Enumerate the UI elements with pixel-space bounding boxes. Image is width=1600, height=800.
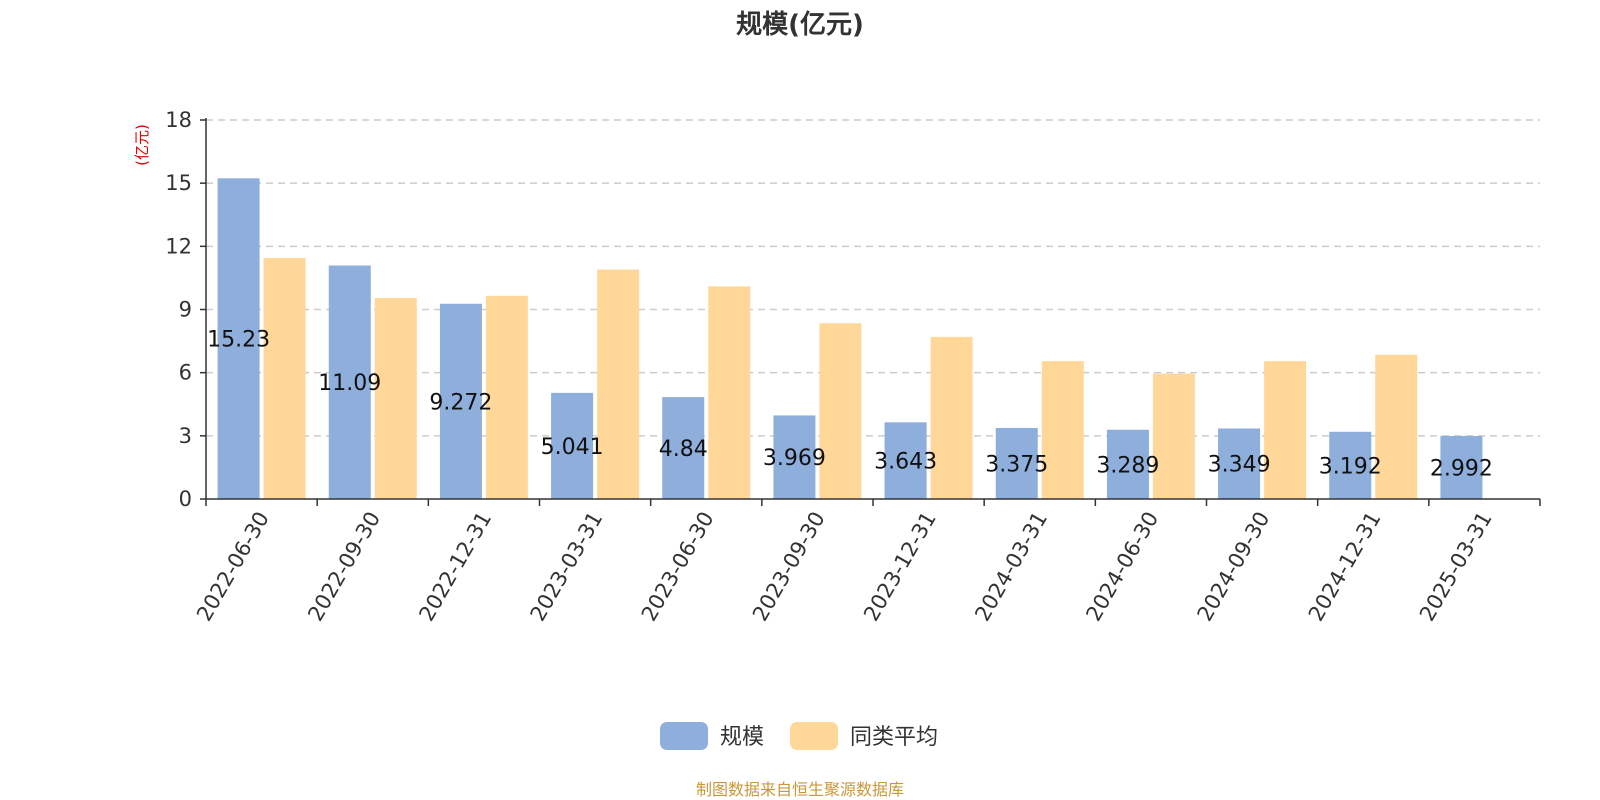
bar-peer-average xyxy=(1264,361,1307,499)
bar-scale xyxy=(662,397,705,499)
bar-peer-average xyxy=(263,257,306,499)
data-label: 2.992 xyxy=(1430,457,1493,482)
bar-peer-average xyxy=(1041,361,1084,499)
x-tick-label: 2023-09-30 xyxy=(748,508,830,626)
x-tick-label: 2024-06-30 xyxy=(1081,508,1163,626)
data-label: 3.349 xyxy=(1208,453,1271,478)
data-label: 4.84 xyxy=(659,437,708,462)
data-label: 3.289 xyxy=(1096,453,1159,478)
source-note: 制图数据来自恒生聚源数据库 xyxy=(696,780,904,799)
x-tick-label: 2022-12-31 xyxy=(414,508,496,626)
bar-scale xyxy=(439,303,482,499)
y-tick-label: 9 xyxy=(179,298,192,322)
y-tick-label: 3 xyxy=(179,424,192,448)
legend-swatch xyxy=(790,722,838,750)
bar-peer-average xyxy=(1152,373,1195,499)
bar-peer-average xyxy=(597,269,640,499)
legend-swatch xyxy=(660,722,708,750)
data-label: 3.192 xyxy=(1319,454,1382,479)
data-labels: 15.23 11.09 9.272 5.041 4.84 3.969 3.643 3.375 3… xyxy=(207,328,1493,482)
x-tick-label: 2024-12-31 xyxy=(1304,508,1386,626)
data-label: 3.643 xyxy=(874,450,937,475)
bar-scale xyxy=(328,265,371,499)
bar-scale xyxy=(1218,428,1261,499)
bar-scale xyxy=(1440,436,1483,499)
bar-peer-average xyxy=(374,297,417,499)
bar-scale xyxy=(884,422,927,499)
data-label: 5.041 xyxy=(541,435,604,460)
bar-peer-average xyxy=(708,286,751,499)
x-tick-label: 2022-06-30 xyxy=(192,508,274,626)
x-tick-label: 2025-03-31 xyxy=(1415,508,1497,626)
bar-scale xyxy=(551,392,594,499)
grid-lines xyxy=(206,119,1540,437)
y-tick-label: 6 xyxy=(179,361,192,385)
bar-peer-average xyxy=(485,295,528,499)
y-axis-unit-label: (亿元) xyxy=(133,124,151,166)
data-label: 11.09 xyxy=(318,371,381,396)
data-label: 3.969 xyxy=(763,446,826,471)
chart-title: 规模(亿元) xyxy=(736,10,864,40)
bar-scale xyxy=(1329,431,1372,499)
y-tick-label: 15 xyxy=(165,171,192,195)
x-tick-label: 2023-03-31 xyxy=(526,508,608,626)
bar-scale xyxy=(773,415,816,499)
legend-label: 规模 xyxy=(720,725,764,750)
data-label: 3.375 xyxy=(985,452,1048,477)
data-label: 15.23 xyxy=(207,328,270,353)
x-tick-label: 2024-03-31 xyxy=(970,508,1052,626)
x-tick-label: 2023-12-31 xyxy=(859,508,941,626)
bar-scale xyxy=(217,178,260,499)
data-label: 9.272 xyxy=(429,390,492,415)
y-tick-label: 18 xyxy=(165,108,192,132)
bars xyxy=(217,178,1483,499)
bar-peer-average xyxy=(930,336,973,499)
x-tick-label: 2022-09-30 xyxy=(303,508,385,626)
bar-scale xyxy=(1106,429,1149,499)
y-tick-label: 0 xyxy=(179,487,192,511)
bar-peer-average xyxy=(1375,354,1418,499)
bar-scale xyxy=(995,427,1038,499)
x-tick-label: 2023-06-30 xyxy=(637,508,719,626)
bar-peer-average xyxy=(819,323,862,499)
legend-label: 同类平均 xyxy=(850,725,938,750)
y-tick-label: 12 xyxy=(165,234,192,258)
x-tick-label: 2024-09-30 xyxy=(1193,508,1275,626)
legend: 规模 同类平均 xyxy=(660,722,938,750)
